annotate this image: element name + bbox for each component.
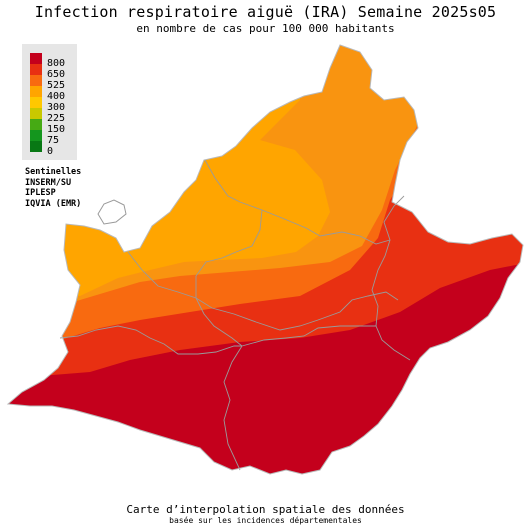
legend-swatch-225 bbox=[30, 108, 42, 119]
legend-swatch-400 bbox=[30, 86, 42, 97]
legend-color-swatch bbox=[30, 119, 42, 130]
legend-swatch-150 bbox=[30, 119, 42, 130]
department-border bbox=[319, 231, 391, 245]
legend-label-650: 650 bbox=[47, 69, 66, 80]
legend-color-swatch bbox=[30, 86, 42, 97]
legend-label-75: 75 bbox=[47, 135, 60, 146]
department-border bbox=[195, 209, 263, 298]
legend-color-swatch bbox=[30, 97, 42, 108]
legend-label-525: 525 bbox=[47, 80, 66, 91]
department-borders bbox=[59, 159, 411, 471]
department-border bbox=[317, 291, 399, 321]
department-border bbox=[127, 251, 319, 331]
map-footer-note: basée sur les incidences départementales bbox=[169, 516, 362, 525]
legend-label-800: 800 bbox=[47, 58, 66, 69]
source-line: IQVIA (EMR) bbox=[25, 198, 82, 209]
department-border bbox=[241, 325, 376, 347]
source-line: Sentinelles bbox=[25, 167, 82, 177]
department-border bbox=[59, 325, 242, 355]
source-line: INSERM/SU bbox=[25, 177, 72, 188]
legend-label-300: 300 bbox=[47, 102, 66, 113]
legend-color-swatch bbox=[30, 53, 42, 64]
legend-color-swatch bbox=[30, 75, 42, 86]
legend-swatch-75 bbox=[30, 130, 42, 141]
source-line: IPLESP bbox=[25, 188, 56, 198]
legend-label-400: 400 bbox=[47, 91, 66, 102]
department-border bbox=[204, 159, 321, 237]
legend-color-swatch bbox=[30, 141, 42, 152]
map-footer-title: Carte d’interpolation spatiale des donné… bbox=[126, 503, 405, 516]
legend-swatch-650 bbox=[30, 64, 42, 75]
department-border bbox=[223, 345, 243, 471]
legend-label-0: 0 bbox=[47, 146, 54, 157]
legend-color-swatch bbox=[30, 64, 42, 75]
enclave-outline bbox=[97, 199, 127, 225]
legend-swatch-525 bbox=[30, 75, 42, 86]
department-border bbox=[375, 325, 411, 361]
legend-color-swatch bbox=[30, 108, 42, 119]
department-border bbox=[195, 297, 243, 347]
legend-label-225: 225 bbox=[47, 113, 66, 124]
map-subtitle: en nombre de cas pour 100 000 habitants bbox=[136, 22, 395, 35]
legend-swatch-300 bbox=[30, 97, 42, 108]
legend-color-swatch bbox=[30, 130, 42, 141]
department-border bbox=[371, 195, 405, 327]
legend-swatch-0 bbox=[30, 141, 42, 152]
zone-low bbox=[8, 45, 330, 296]
map-title: Infection respiratoire aiguë (IRA) Semai… bbox=[34, 3, 497, 21]
data-sources: Sentinelles INSERM/SU IPLESP IQVIA (EMR) bbox=[25, 167, 81, 209]
legend-swatch-800 bbox=[30, 53, 42, 64]
legend-label-150: 150 bbox=[47, 124, 66, 135]
